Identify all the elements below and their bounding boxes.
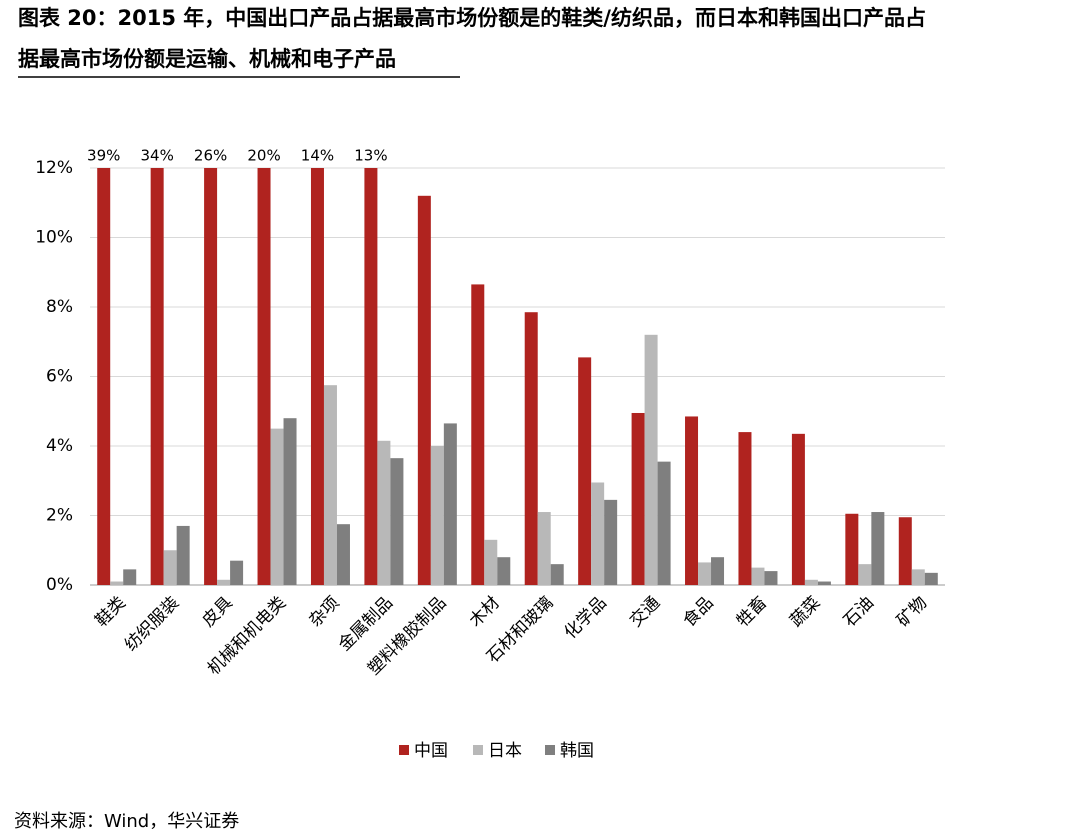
bar <box>97 168 111 585</box>
bar <box>257 168 271 585</box>
bar <box>764 571 778 585</box>
bar <box>871 512 885 585</box>
data-label: 20% <box>247 147 280 165</box>
x-tick-label: 杂项 <box>305 593 343 631</box>
bar <box>377 440 391 585</box>
legend-swatch <box>545 745 555 755</box>
bar <box>364 168 378 585</box>
bar <box>817 581 831 585</box>
bar <box>417 195 431 586</box>
bar <box>497 557 511 585</box>
bar <box>631 412 645 585</box>
x-tick-label: 木材 <box>466 593 504 631</box>
legend-swatch <box>399 745 409 755</box>
bar <box>550 564 564 585</box>
x-tick-label: 交通 <box>626 593 664 631</box>
bar <box>443 423 457 585</box>
title-line: 据最高市场份额是运输、机械和电子产品 <box>18 47 396 71</box>
x-tick-label: 牲畜 <box>733 593 771 631</box>
bar <box>430 446 444 585</box>
bar <box>537 512 551 585</box>
bar <box>657 461 671 585</box>
bar <box>644 334 658 585</box>
bar <box>578 357 592 585</box>
x-tick-label: 食品 <box>679 593 717 631</box>
x-tick-label: 皮具 <box>198 593 236 631</box>
bar <box>163 550 177 585</box>
legend-swatch <box>473 745 483 755</box>
bar <box>230 560 244 585</box>
data-label: 14% <box>301 147 334 165</box>
bar <box>471 284 485 585</box>
bar <box>484 539 498 585</box>
bar <box>110 581 124 585</box>
x-tick-label: 蔬菜 <box>786 593 824 631</box>
y-tick-label: 0% <box>46 575 73 595</box>
bar <box>751 567 765 585</box>
bar <box>738 432 752 585</box>
bar <box>924 572 938 585</box>
y-tick-label: 4% <box>46 436 73 456</box>
legend-label: 韩国 <box>560 741 594 761</box>
bar <box>270 428 284 585</box>
bar <box>123 569 137 585</box>
bar <box>604 499 618 585</box>
data-label: 34% <box>140 147 173 165</box>
legend-label: 中国 <box>414 741 448 761</box>
source: 资料来源：Wind，华兴证券 <box>14 811 239 832</box>
x-tick-label: 鞋类 <box>92 593 130 631</box>
y-tick-label: 6% <box>46 367 73 387</box>
bar <box>150 168 164 585</box>
x-tick-label: 纺织服装 <box>121 593 183 655</box>
bar <box>390 458 404 585</box>
bar <box>698 562 712 585</box>
y-tick-label: 10% <box>35 228 73 248</box>
x-tick-label: 石油 <box>840 593 878 631</box>
bar <box>283 418 297 585</box>
bar <box>217 579 231 585</box>
x-tick-label: 矿物 <box>893 593 931 631</box>
data-label: 13% <box>354 147 387 165</box>
bar <box>310 168 324 585</box>
bar <box>898 517 912 585</box>
bar <box>845 513 859 585</box>
bar <box>176 525 190 585</box>
data-label: 39% <box>87 147 120 165</box>
bar <box>204 168 218 585</box>
bar <box>791 433 805 585</box>
bar <box>911 569 925 585</box>
title-line: 图表 20：2015 年，中国出口产品占据最高市场份额是的鞋类/纺织品，而日本和… <box>18 6 926 30</box>
bar <box>591 482 605 585</box>
x-tick-label: 化学品 <box>561 593 611 643</box>
bar <box>858 564 872 585</box>
y-tick-label: 8% <box>46 297 73 317</box>
legend-label: 日本 <box>488 741 522 761</box>
bar <box>685 416 699 585</box>
data-label: 26% <box>194 147 227 165</box>
y-tick-label: 12% <box>35 158 73 178</box>
bar <box>804 579 818 585</box>
bar <box>323 385 337 585</box>
bar <box>336 524 350 585</box>
bar <box>711 557 725 585</box>
bar <box>524 312 538 585</box>
y-tick-label: 2% <box>46 506 73 526</box>
